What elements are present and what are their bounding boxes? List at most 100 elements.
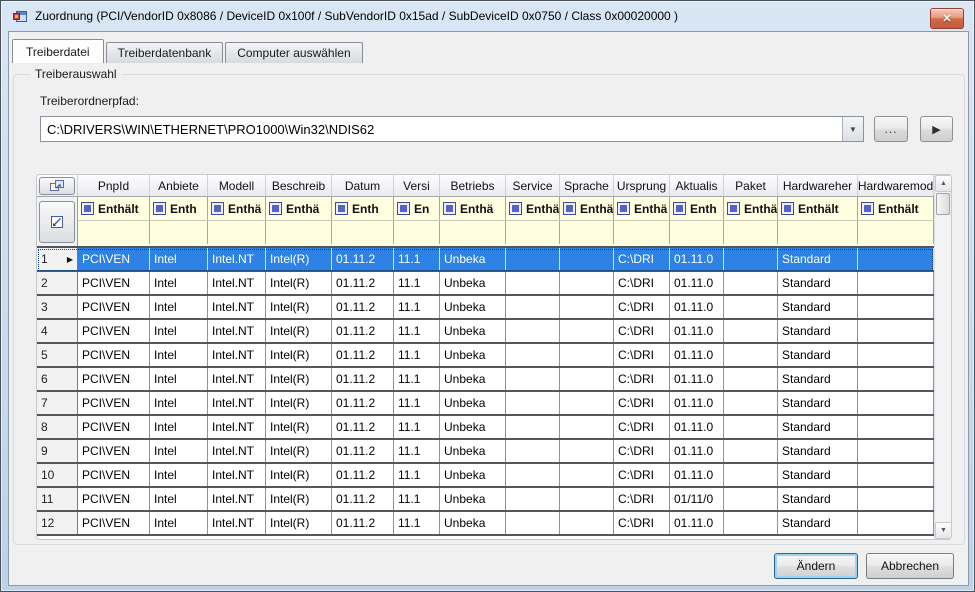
cell-ursprung[interactable]: C:\DRI [614,344,670,366]
close-button[interactable]: ✕ [930,8,964,29]
filter-type-icon[interactable] [673,202,686,215]
cell-sprache[interactable] [560,512,614,534]
filter-cell-betriebs[interactable]: Enthä [440,197,506,220]
cell-ursprung[interactable]: C:\DRI [614,272,670,294]
cell-sprache[interactable] [560,440,614,462]
cell-datum[interactable]: 01.11.2 [332,296,394,318]
browse-button[interactable]: ... [874,116,908,142]
cell-hardwaremod[interactable] [858,344,934,366]
cell-ursprung[interactable]: C:\DRI [614,248,670,270]
cell-beschreib[interactable]: Intel(R) [266,512,332,534]
grid-options-button[interactable] [39,176,75,195]
cell-beschreib[interactable]: Intel(R) [266,344,332,366]
filter-type-icon[interactable] [727,202,740,215]
filter-value-cell-ursprung[interactable] [614,221,670,244]
cell-anbiete[interactable]: Intel [150,392,208,414]
cell-versi[interactable]: 11.1 [394,464,440,486]
filter-value-cell-paket[interactable] [724,221,778,244]
cell-hardwaremod[interactable] [858,488,934,510]
table-row[interactable]: 3 PCI\VEN Intel Intel.NT Intel(R) 01.11.2 11.1… [37,296,934,320]
cell-sprache[interactable] [560,416,614,438]
filter-value-cell-pnpid[interactable] [78,221,150,244]
cell-paket[interactable] [724,488,778,510]
column-header-service[interactable]: Service [506,175,560,196]
cell-modell[interactable]: Intel.NT [208,248,266,270]
filter-value-cell-anbiete[interactable] [150,221,208,244]
cell-anbiete[interactable]: Intel [150,512,208,534]
column-header-modell[interactable]: Modell [208,175,266,196]
cell-hardwareher[interactable]: Standard [778,248,858,270]
filter-type-icon[interactable] [81,202,94,215]
cell-hardwaremod[interactable] [858,248,934,270]
cell-pnpid[interactable]: PCI\VEN [78,464,150,486]
cell-anbiete[interactable]: Intel [150,464,208,486]
cell-hardwaremod[interactable] [858,320,934,342]
combobox-value[interactable]: C:\DRIVERS\WIN\ETHERNET\PRO1000\Win32\ND… [47,121,375,137]
cell-ursprung[interactable]: C:\DRI [614,416,670,438]
row-header[interactable]: 12 [37,512,78,534]
cell-betriebs[interactable]: Unbeka [440,344,506,366]
cell-ursprung[interactable]: C:\DRI [614,488,670,510]
cell-modell[interactable]: Intel.NT [208,296,266,318]
filter-value-cell-hardwareher[interactable] [778,221,858,244]
cell-paket[interactable] [724,512,778,534]
cancel-button[interactable]: Abbrechen [866,553,954,579]
cell-anbiete[interactable]: Intel [150,368,208,390]
cell-anbiete[interactable]: Intel [150,248,208,270]
cell-paket[interactable] [724,344,778,366]
cell-betriebs[interactable]: Unbeka [440,416,506,438]
cell-aktualis[interactable]: 01.11.0 [670,296,724,318]
cell-beschreib[interactable]: Intel(R) [266,272,332,294]
cell-paket[interactable] [724,272,778,294]
cell-aktualis[interactable]: 01.11.0 [670,392,724,414]
apply-path-button[interactable]: ▶ [920,116,953,142]
filter-cell-aktualis[interactable]: Enth [670,197,724,220]
cell-betriebs[interactable]: Unbeka [440,248,506,270]
filter-type-icon[interactable] [397,202,410,215]
cell-beschreib[interactable]: Intel(R) [266,488,332,510]
filter-cell-sprache[interactable]: Enthä [560,197,614,220]
cell-ursprung[interactable]: C:\DRI [614,392,670,414]
cell-hardwaremod[interactable] [858,464,934,486]
cell-modell[interactable]: Intel.NT [208,272,266,294]
cell-sprache[interactable] [560,464,614,486]
table-row[interactable]: 5 PCI\VEN Intel Intel.NT Intel(R) 01.11.2 11.1… [37,344,934,368]
cell-datum[interactable]: 01.11.2 [332,488,394,510]
cell-versi[interactable]: 11.1 [394,344,440,366]
cell-service[interactable] [506,320,560,342]
cell-beschreib[interactable]: Intel(R) [266,440,332,462]
cell-ursprung[interactable]: C:\DRI [614,320,670,342]
scroll-down-button[interactable]: ▼ [935,522,951,539]
cell-hardwareher[interactable]: Standard [778,272,858,294]
filter-cell-paket[interactable]: Enthä [724,197,778,220]
column-header-sprache[interactable]: Sprache [560,175,614,196]
filter-value-cell-datum[interactable] [332,221,394,244]
filter-type-icon[interactable] [617,202,630,215]
column-header-datum[interactable]: Datum [332,175,394,196]
cell-aktualis[interactable]: 01.11.0 [670,416,724,438]
column-header-hardwareher[interactable]: Hardwareher [778,175,858,196]
filter-value-cell-beschreib[interactable] [266,221,332,244]
table-row[interactable]: 4 PCI\VEN Intel Intel.NT Intel(R) 01.11.2 11.1… [37,320,934,344]
filter-type-icon[interactable] [781,202,794,215]
cell-datum[interactable]: 01.11.2 [332,320,394,342]
cell-ursprung[interactable]: C:\DRI [614,368,670,390]
filter-type-icon[interactable] [153,202,166,215]
cell-hardwaremod[interactable] [858,296,934,318]
cell-aktualis[interactable]: 01.11.0 [670,368,724,390]
cell-paket[interactable] [724,440,778,462]
filter-value-cell-hardwaremod[interactable] [858,221,934,244]
filter-type-icon[interactable] [509,202,522,215]
filter-value-cell-service[interactable] [506,221,560,244]
cell-versi[interactable]: 11.1 [394,512,440,534]
cell-versi[interactable]: 11.1 [394,320,440,342]
cell-beschreib[interactable]: Intel(R) [266,416,332,438]
cell-sprache[interactable] [560,392,614,414]
cell-modell[interactable]: Intel.NT [208,320,266,342]
cell-service[interactable] [506,344,560,366]
filter-value-cell-sprache[interactable] [560,221,614,244]
filter-value-cell-betriebs[interactable] [440,221,506,244]
filter-cell-modell[interactable]: Enthä [208,197,266,220]
cell-versi[interactable]: 11.1 [394,392,440,414]
cell-ursprung[interactable]: C:\DRI [614,464,670,486]
